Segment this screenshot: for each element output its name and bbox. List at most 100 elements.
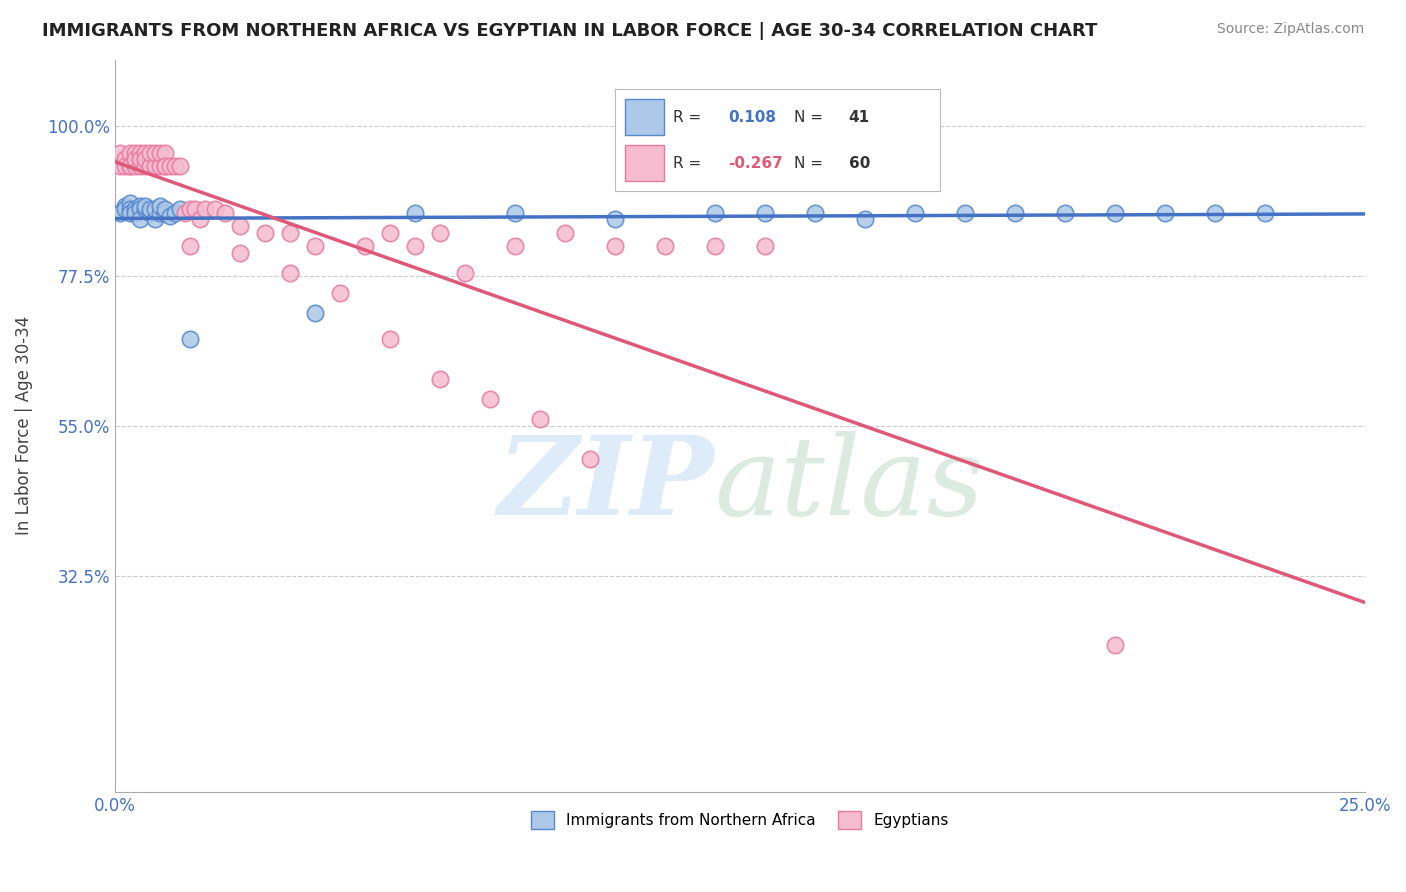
Point — [149, 145, 172, 160]
Point — [128, 159, 150, 173]
Point — [179, 239, 201, 253]
Point — [229, 219, 252, 233]
Point — [378, 332, 401, 346]
Point — [134, 145, 156, 160]
Point — [159, 209, 181, 223]
Point — [703, 205, 725, 219]
Point — [153, 205, 176, 219]
Point — [853, 212, 876, 227]
Text: ZIP: ZIP — [498, 431, 714, 538]
Point — [134, 202, 156, 217]
Point — [179, 332, 201, 346]
Point — [169, 202, 191, 217]
Point — [529, 412, 551, 426]
Point — [1153, 205, 1175, 219]
Point — [163, 159, 186, 173]
Point — [253, 226, 276, 240]
Point — [124, 202, 146, 217]
Legend: Immigrants from Northern Africa, Egyptians: Immigrants from Northern Africa, Egyptia… — [524, 805, 955, 836]
Point — [1004, 205, 1026, 219]
Point — [1204, 205, 1226, 219]
Point — [118, 159, 141, 173]
Point — [754, 205, 776, 219]
Point — [153, 159, 176, 173]
Point — [118, 195, 141, 210]
Point — [904, 205, 927, 219]
Text: Source: ZipAtlas.com: Source: ZipAtlas.com — [1216, 22, 1364, 37]
Point — [603, 239, 626, 253]
Point — [188, 212, 211, 227]
Point — [149, 199, 172, 213]
Point — [149, 159, 172, 173]
Point — [173, 205, 195, 219]
Point — [194, 202, 217, 217]
Point — [114, 199, 136, 213]
Point — [803, 205, 825, 219]
Point — [404, 239, 426, 253]
Point — [278, 226, 301, 240]
Point — [503, 239, 526, 253]
Point — [429, 226, 451, 240]
Y-axis label: In Labor Force | Age 30-34: In Labor Force | Age 30-34 — [15, 316, 32, 535]
Point — [128, 153, 150, 167]
Point — [128, 202, 150, 217]
Point — [114, 159, 136, 173]
Point — [139, 202, 162, 217]
Point — [118, 145, 141, 160]
Point — [204, 202, 226, 217]
Point — [118, 159, 141, 173]
Point — [304, 305, 326, 319]
Point — [128, 145, 150, 160]
Point — [378, 226, 401, 240]
Point — [503, 205, 526, 219]
Point — [603, 212, 626, 227]
Point — [554, 226, 576, 240]
Point — [134, 159, 156, 173]
Point — [578, 452, 600, 467]
Point — [1104, 639, 1126, 653]
Point — [134, 199, 156, 213]
Point — [143, 159, 166, 173]
Point — [214, 205, 236, 219]
Point — [108, 205, 131, 219]
Point — [139, 159, 162, 173]
Point — [124, 153, 146, 167]
Point — [1053, 205, 1076, 219]
Point — [304, 239, 326, 253]
Point — [134, 153, 156, 167]
Point — [229, 245, 252, 260]
Point — [139, 205, 162, 219]
Point — [703, 239, 725, 253]
Point — [143, 202, 166, 217]
Point — [1254, 205, 1277, 219]
Point — [754, 239, 776, 253]
Point — [149, 205, 172, 219]
Point — [278, 266, 301, 280]
Point — [454, 266, 477, 280]
Point — [153, 145, 176, 160]
Point — [953, 205, 976, 219]
Text: atlas: atlas — [714, 431, 984, 538]
Point — [404, 205, 426, 219]
Point — [163, 205, 186, 219]
Point — [124, 145, 146, 160]
Point — [329, 285, 352, 300]
Point — [118, 202, 141, 217]
Point — [114, 153, 136, 167]
Point — [114, 202, 136, 217]
Point — [139, 145, 162, 160]
Point — [118, 205, 141, 219]
Point — [143, 145, 166, 160]
Point — [478, 392, 501, 406]
Point — [159, 159, 181, 173]
Point — [108, 145, 131, 160]
Text: IMMIGRANTS FROM NORTHERN AFRICA VS EGYPTIAN IN LABOR FORCE | AGE 30-34 CORRELATI: IMMIGRANTS FROM NORTHERN AFRICA VS EGYPT… — [42, 22, 1098, 40]
Point — [128, 199, 150, 213]
Point — [169, 159, 191, 173]
Point — [153, 159, 176, 173]
Point — [124, 205, 146, 219]
Point — [429, 372, 451, 386]
Point — [143, 212, 166, 227]
Point — [184, 202, 207, 217]
Point — [179, 202, 201, 217]
